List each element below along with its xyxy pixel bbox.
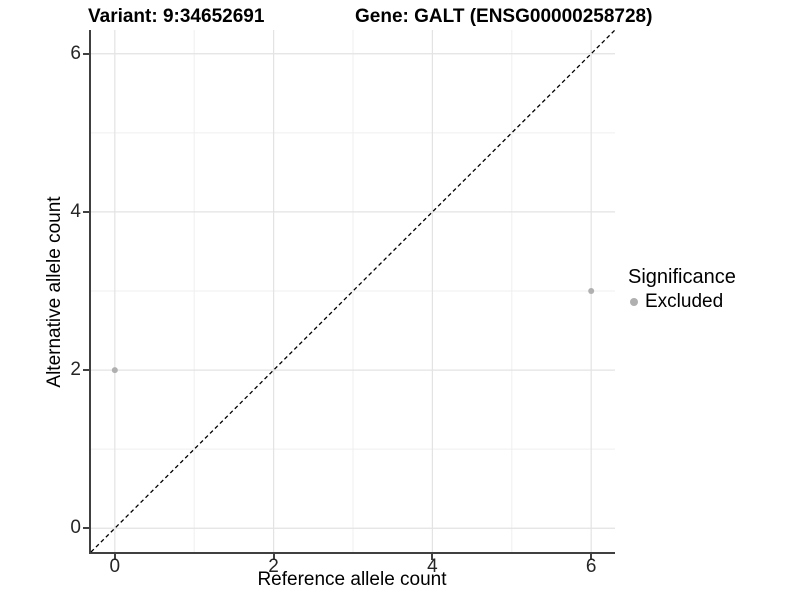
y-tick-mark	[83, 210, 89, 213]
legend-item-excluded: Excluded	[628, 291, 736, 313]
data-point	[588, 288, 595, 294]
plot-panel	[89, 29, 616, 554]
legend-title: Significance	[628, 266, 736, 288]
legend-point-icon	[630, 298, 638, 306]
y-tick-mark	[83, 369, 89, 372]
y-tick-mark	[83, 527, 89, 530]
data-point	[111, 367, 118, 374]
x-tick-label: 0	[109, 556, 121, 577]
x-tick-label: 4	[427, 556, 438, 577]
y-tick-label: 4	[70, 200, 81, 222]
plot-title-variant: Variant: 9:34652691	[88, 6, 265, 27]
x-tick-label: 2	[268, 556, 279, 577]
x-tick-mark	[113, 554, 116, 560]
y-tick-label: 0	[70, 517, 81, 539]
y-tick-label: 6	[70, 42, 81, 64]
x-tick-mark	[431, 554, 434, 560]
x-tick-mark	[272, 554, 275, 560]
x-tick-label: 6	[585, 556, 597, 577]
x-tick-mark	[590, 554, 593, 560]
identity-line	[90, 29, 616, 553]
plot-canvas	[90, 29, 616, 553]
y-tick-mark	[83, 52, 89, 55]
legend-item-label: Excluded	[645, 291, 724, 312]
plot-title-gene: Gene: GALT (ENSG00000258728)	[355, 6, 653, 27]
x-axis-title: Reference allele count	[257, 569, 447, 590]
legend: Significance Excluded	[628, 265, 736, 313]
y-tick-label: 2	[70, 359, 81, 381]
y-axis-title: Alternative allele count	[44, 196, 65, 388]
